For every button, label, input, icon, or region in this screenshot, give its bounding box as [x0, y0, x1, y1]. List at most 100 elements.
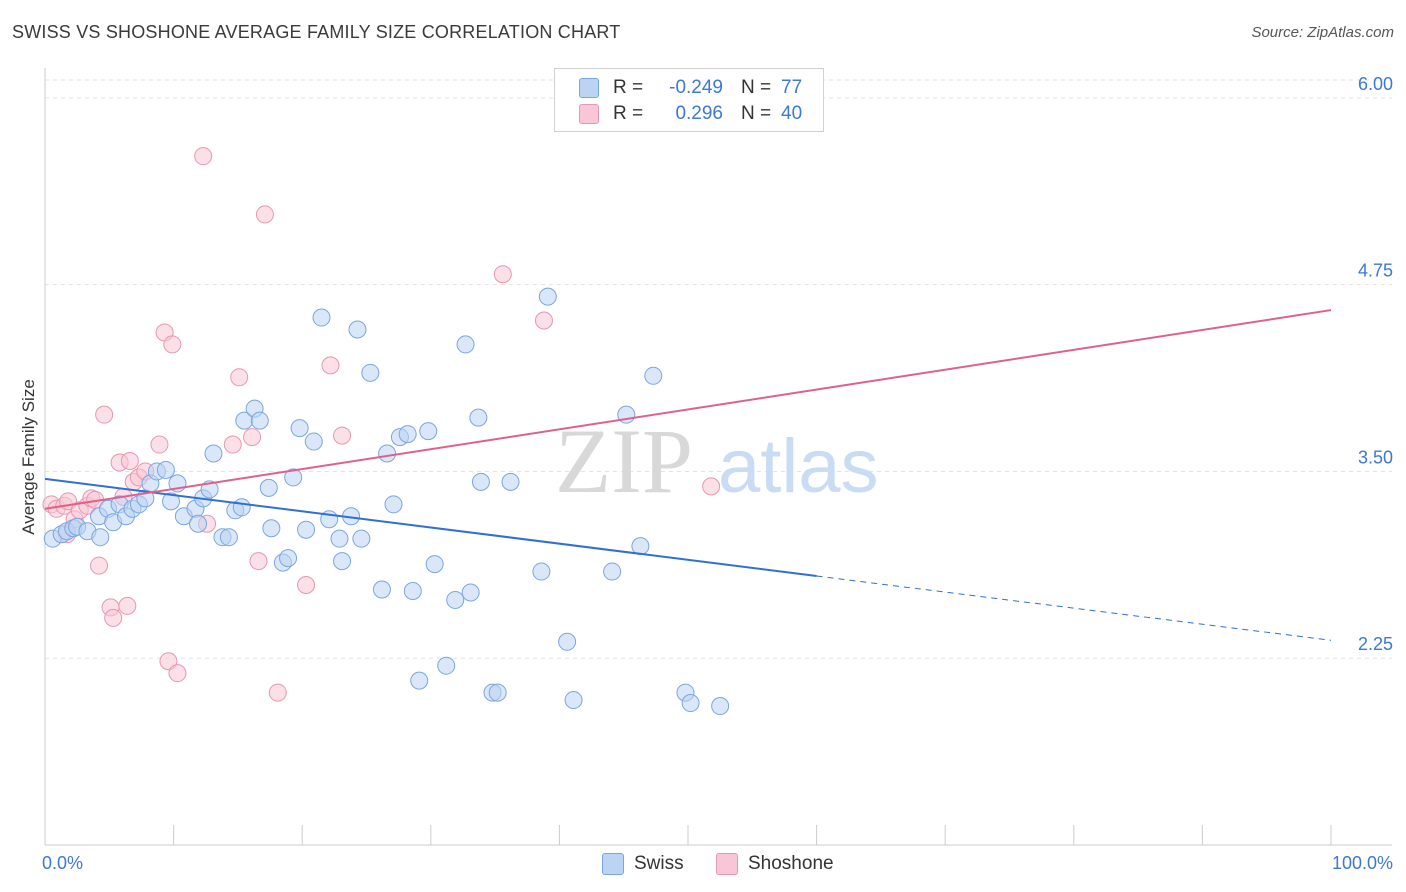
swiss-point: [204, 444, 223, 463]
swiss-point: [456, 335, 475, 354]
swiss-point: [558, 632, 577, 651]
source-label: Source: ZipAtlas.com: [1251, 24, 1394, 41]
legend-item-shoshone[interactable]: Shoshone: [716, 852, 834, 876]
shoshone-point: [702, 477, 721, 496]
shoshone-point: [493, 265, 512, 284]
swiss-point: [384, 495, 403, 514]
y-tick-label: 3.50: [1358, 447, 1393, 467]
axis-labels: 2.25 3.50 4.75 6.00 0.0% 100.0% Average Family…: [19, 74, 1393, 873]
swiss-point: [232, 498, 251, 517]
chart-title: SWISS VS SHOSHONE AVERAGE FAMILY SIZE CO…: [12, 22, 621, 42]
shoshone-point: [90, 556, 109, 575]
shoshone-n-label: N =: [741, 103, 772, 124]
swiss-point: [279, 549, 298, 568]
grid-layer: [45, 79, 1392, 659]
swiss-point: [469, 408, 488, 427]
shoshone-n-value: 40: [781, 103, 803, 124]
swiss-legend-swatch: [602, 853, 624, 875]
swiss-point: [259, 478, 278, 497]
swiss-point: [290, 419, 309, 438]
swiss-point: [372, 580, 391, 599]
shoshone-trendline: [44, 309, 1332, 510]
swiss-point: [501, 472, 520, 491]
swiss-point: [219, 528, 238, 547]
watermark-atlas: atlas: [718, 424, 879, 509]
swiss-point: [532, 562, 551, 581]
legend-row-shoshone: R = 0.296 N = 40: [579, 103, 802, 125]
shoshone-swatch: [579, 104, 599, 124]
swiss-point: [419, 422, 438, 441]
swiss-trendline: [44, 477, 817, 578]
swiss-point: [378, 444, 397, 463]
swiss-point: [304, 432, 323, 451]
shoshone-point: [297, 576, 316, 595]
shoshone-r-label: R =: [613, 103, 644, 124]
y-tick-label: 4.75: [1358, 261, 1393, 281]
shoshone-point: [194, 147, 213, 166]
swiss-swatch: [579, 78, 599, 98]
shoshone-point: [159, 652, 178, 671]
trendlines: [44, 309, 1332, 641]
swiss-n-label: N =: [741, 77, 772, 98]
shoshone-point: [95, 405, 114, 424]
shoshone-point: [230, 368, 249, 387]
swiss-point: [262, 519, 281, 538]
shoshone-point: [150, 435, 169, 454]
correlation-legend: R = -0.249 N = 77 R = 0.296 N = 40: [554, 68, 824, 132]
swiss-point: [631, 537, 650, 556]
swiss-point: [461, 583, 480, 602]
shoshone-point: [321, 356, 340, 375]
axis-layer: [44, 68, 1392, 846]
swiss-point: [711, 697, 730, 716]
swiss-point: [312, 308, 331, 327]
swiss-point: [91, 528, 110, 547]
swiss-point: [333, 552, 352, 571]
swiss-point: [398, 425, 417, 444]
swiss-point: [361, 363, 380, 382]
swiss-point: [189, 514, 208, 533]
swiss-point: [403, 581, 422, 600]
swiss-point: [330, 529, 349, 548]
swiss-point: [603, 562, 622, 581]
shoshone-point: [118, 596, 137, 615]
swiss-point: [410, 671, 429, 690]
swiss-point: [644, 366, 663, 385]
shoshone-point: [104, 608, 123, 627]
y-tick-label: 6.00: [1358, 74, 1393, 94]
swiss-point: [446, 590, 465, 609]
watermark: ZIP atlas: [555, 410, 879, 512]
swiss-point: [488, 683, 507, 702]
swiss-point: [425, 555, 444, 574]
swiss-point: [348, 320, 367, 339]
shoshone-r-value: 0.296: [675, 103, 723, 124]
swiss-point: [250, 411, 269, 430]
swiss-point: [681, 694, 700, 713]
shoshone-legend-swatch: [716, 853, 738, 875]
swiss-n-value: 77: [781, 77, 803, 98]
shoshone-point: [163, 335, 182, 354]
shoshone-point: [243, 428, 262, 447]
swiss-legend-label: Swiss: [634, 853, 684, 874]
legend-row-swiss: R = -0.249 N = 77: [579, 77, 802, 99]
shoshone-legend-label: Shoshone: [748, 853, 834, 874]
swiss-trendline-extension: [816, 575, 1332, 641]
shoshone-point: [534, 311, 553, 330]
swiss-r-label: R =: [613, 77, 644, 98]
shoshone-point: [268, 683, 287, 702]
swiss-point: [200, 480, 219, 499]
swiss-point: [297, 520, 316, 539]
swiss-r-value: -0.249: [669, 77, 723, 98]
swiss-point: [437, 656, 456, 675]
legend-item-swiss[interactable]: Swiss: [602, 852, 684, 876]
swiss-points: [43, 287, 730, 716]
y-axis-title: Average Family Size: [19, 379, 38, 535]
swiss-point: [471, 472, 490, 491]
shoshone-point: [168, 664, 187, 683]
swiss-point: [564, 691, 583, 710]
shoshone-point: [120, 451, 139, 470]
shoshone-point: [333, 426, 352, 445]
swiss-point: [352, 529, 371, 548]
x-tick-label-min: 0.0%: [42, 853, 83, 873]
swiss-point: [284, 468, 303, 487]
watermark-zip: ZIP: [555, 410, 693, 512]
